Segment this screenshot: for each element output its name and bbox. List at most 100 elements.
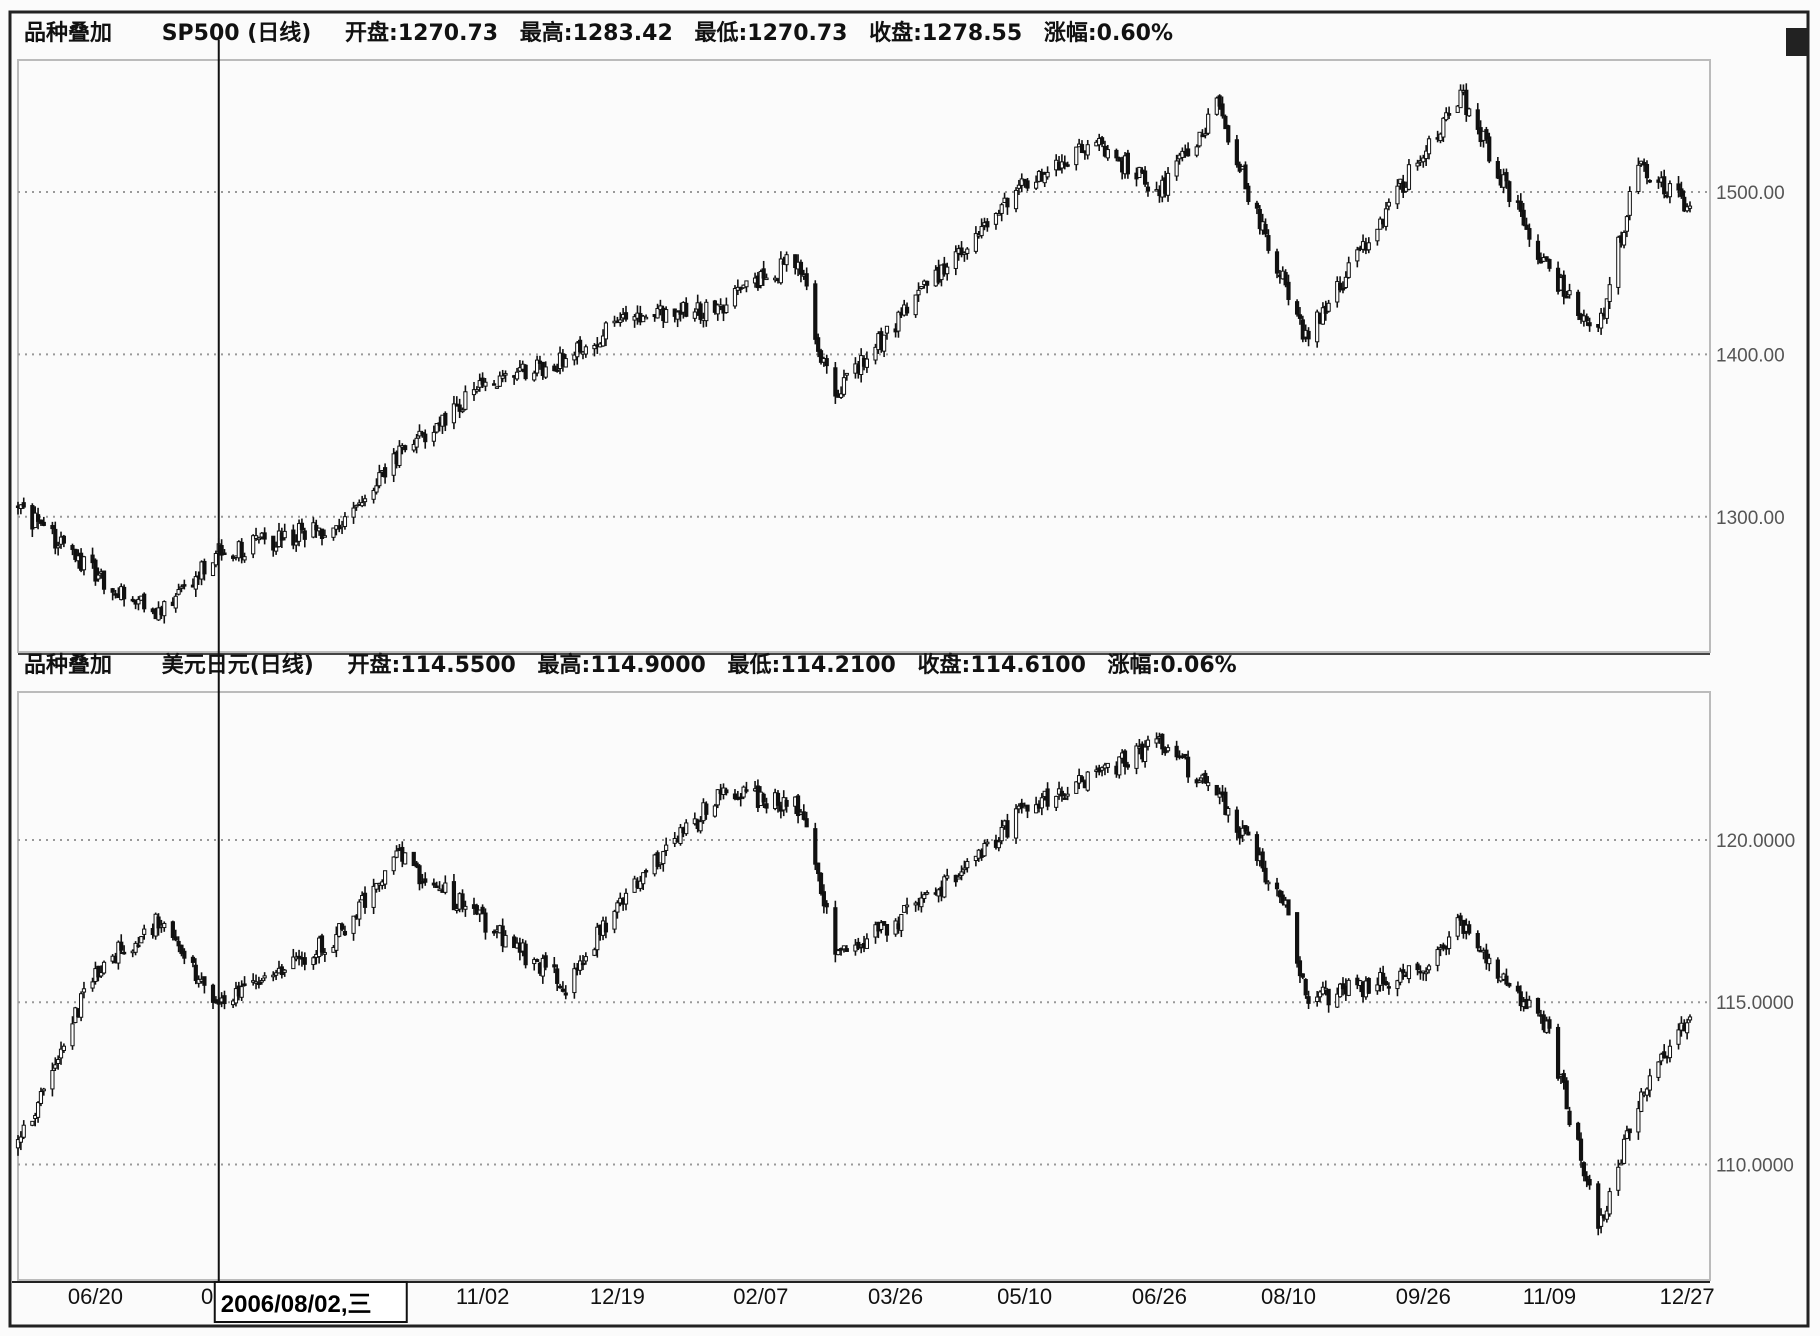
candle	[738, 286, 743, 294]
candle-body	[1340, 287, 1346, 291]
candle-body	[497, 375, 502, 387]
candle	[1366, 977, 1371, 995]
candle	[704, 801, 709, 820]
candle	[1294, 912, 1300, 968]
candle-body	[351, 507, 356, 518]
candle	[251, 534, 256, 559]
candle-body	[142, 928, 147, 935]
candle	[925, 280, 930, 294]
candle-body	[1206, 113, 1211, 134]
sp500-y-ticks: 1500.00 1400.00 1300.00	[1716, 183, 1785, 529]
candle	[1464, 83, 1469, 122]
candle-body	[371, 490, 376, 500]
candle-body	[434, 885, 439, 889]
candle-body	[732, 793, 738, 800]
candle-body	[78, 993, 84, 1018]
candle-body	[156, 916, 161, 929]
candle	[70, 543, 75, 556]
candle-body	[451, 881, 457, 911]
candle	[1283, 269, 1288, 288]
candle	[916, 282, 921, 302]
candle-body	[1682, 196, 1687, 212]
candle	[655, 303, 660, 319]
candle-body	[271, 535, 276, 551]
candle	[864, 933, 870, 949]
candle	[494, 386, 500, 389]
candle	[1415, 961, 1420, 976]
candle-body	[377, 472, 382, 487]
candle-body	[1627, 191, 1632, 216]
candle	[724, 297, 729, 314]
candle	[1013, 187, 1019, 213]
candle	[1458, 912, 1463, 926]
candle	[142, 924, 147, 940]
candle-body	[162, 601, 167, 617]
candle-body	[1105, 762, 1110, 768]
candle-body	[1446, 936, 1452, 949]
candle-body	[552, 365, 557, 372]
candle-body	[1484, 949, 1489, 964]
candle	[1639, 1087, 1644, 1113]
candle	[953, 245, 958, 276]
candle	[534, 958, 540, 962]
corner-button[interactable]	[1786, 28, 1808, 56]
candle-body	[1527, 999, 1532, 1008]
candle	[761, 260, 766, 286]
candle	[512, 934, 517, 949]
candle-body	[397, 445, 402, 466]
candle	[1085, 139, 1090, 160]
candle-body	[463, 905, 468, 910]
candle	[1186, 142, 1191, 157]
candle-body	[1581, 1162, 1586, 1177]
candle-body	[999, 204, 1004, 214]
candle	[414, 434, 419, 454]
candle	[1475, 930, 1480, 952]
candle	[1234, 806, 1239, 840]
candle	[1426, 963, 1432, 974]
candle	[552, 363, 557, 372]
candle-body	[179, 944, 184, 954]
candle	[1320, 981, 1326, 996]
usdjpy-panel: 品种叠加 美元日元(日线) 开盘:114.5500 最高:114.9000 最低…	[15, 652, 1795, 1281]
candle	[282, 523, 287, 541]
candle-body	[1335, 281, 1340, 303]
candle-body	[1306, 996, 1311, 1004]
candle	[403, 444, 408, 453]
usdjpy-y-ticks: 120.0000 115.0000 110.0000	[1716, 831, 1795, 1176]
candle	[1186, 750, 1191, 783]
candle-body	[1217, 95, 1222, 107]
candle	[53, 1057, 58, 1072]
candle	[337, 923, 342, 938]
candle	[675, 310, 680, 328]
candle-body	[1507, 181, 1512, 202]
candle	[1527, 223, 1532, 247]
candle-body	[514, 371, 520, 380]
candle-body	[1435, 949, 1440, 966]
candle	[480, 372, 485, 389]
candle	[1062, 155, 1067, 170]
candle-body	[1587, 322, 1592, 327]
candle-body	[1567, 290, 1572, 296]
candle	[945, 262, 950, 281]
candle-body	[572, 968, 577, 994]
candle-body	[555, 369, 560, 372]
candle	[744, 781, 749, 794]
candle	[351, 501, 356, 524]
candle-body	[311, 957, 316, 966]
candle-body	[99, 972, 104, 977]
candle	[1561, 1069, 1566, 1090]
candle	[1346, 256, 1351, 279]
candle	[1217, 94, 1222, 110]
candle-body	[643, 316, 649, 320]
usdjpy-high-value: 114.9000	[590, 653, 706, 678]
candle-body	[1165, 172, 1171, 196]
candle	[1386, 982, 1391, 995]
candle	[1687, 1014, 1693, 1023]
candle-body	[1085, 771, 1090, 791]
candle-body	[738, 796, 743, 800]
candle-body	[53, 1064, 58, 1069]
candle-body	[1085, 144, 1090, 156]
candle-body	[1034, 804, 1039, 814]
candle-body	[643, 870, 649, 873]
candle-body	[1180, 755, 1185, 759]
